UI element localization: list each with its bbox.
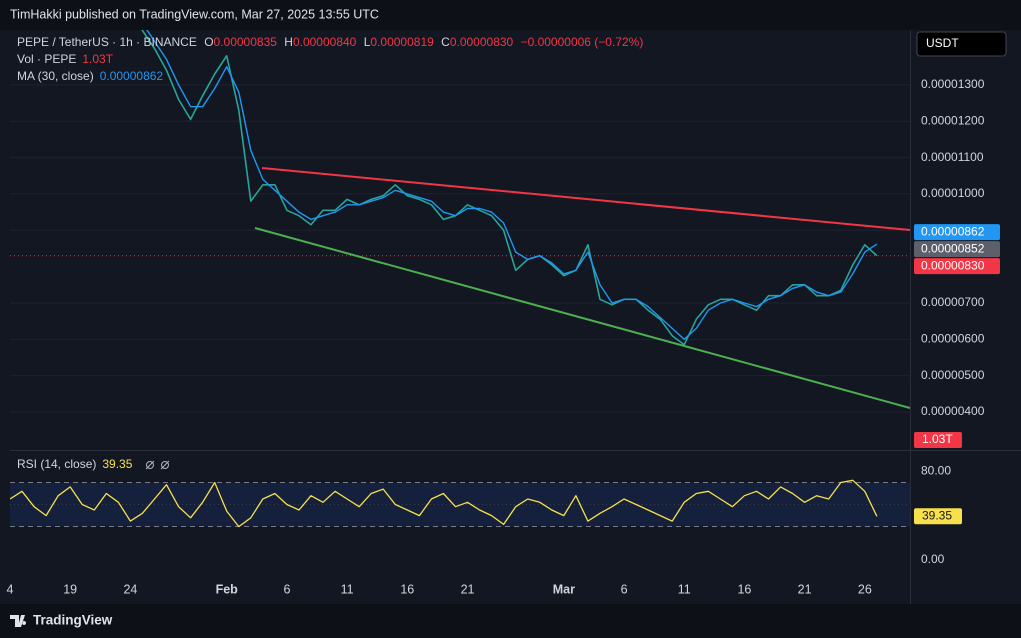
brand: TradingView xyxy=(33,613,113,628)
brand-logo: TradingView xyxy=(10,613,113,628)
y-tick-label: 0.00000600 xyxy=(921,331,985,345)
symbol: PEPE / TetherUS · 1h · BINANCE xyxy=(17,35,197,49)
y-tick-label: 0.00000700 xyxy=(921,295,985,309)
x-tick-label: Mar xyxy=(553,582,575,596)
legend-row: PEPE / TetherUS · 1h · BINANCE O0.000008… xyxy=(17,35,643,49)
price-label: 0.00000862 xyxy=(921,224,985,238)
x-tick-label: 24 xyxy=(123,582,137,596)
x-tick-label: 19 xyxy=(63,582,77,596)
price-label-box xyxy=(914,258,1000,275)
top-bar xyxy=(0,0,1021,30)
series-line xyxy=(141,30,878,346)
currency: USDT xyxy=(926,36,959,50)
rsi-tick-label: 80.00 xyxy=(921,464,951,478)
rsi-value: 39.35 xyxy=(102,457,132,471)
price-label: 0.00000830 xyxy=(921,258,985,272)
x-tick-label: 11 xyxy=(678,582,691,596)
ohlc-key: L xyxy=(364,35,371,49)
x-tick-label: 16 xyxy=(737,582,751,596)
x-tick-label: 6 xyxy=(621,582,628,596)
ma-label: MA (30, close) xyxy=(17,69,94,83)
y-tick-label: 0.00001000 xyxy=(921,186,985,200)
x-tick-label: 6 xyxy=(283,582,290,596)
rsi-pane xyxy=(10,479,910,528)
ohlc-value: 0.00000840 xyxy=(293,35,357,49)
y-tick-label: 0.00000500 xyxy=(921,368,985,382)
x-tick-label: 16 xyxy=(400,582,414,596)
ohlc-key: C xyxy=(441,35,450,49)
resistance-trendline xyxy=(261,167,911,231)
x-tick-label: 4 xyxy=(7,582,14,596)
x-tick-label: Feb xyxy=(216,582,239,596)
y-tick-label: 0.00001100 xyxy=(921,150,984,164)
publisher: TimHakki published on TradingView.com, M… xyxy=(10,7,379,21)
ma-value: 0.00000862 xyxy=(100,69,164,83)
currency-button[interactable] xyxy=(916,31,1007,57)
rsi-lines xyxy=(10,479,878,528)
vol-value: 1.03T xyxy=(82,52,113,66)
ma-legend: MA (30, close) 0.00000862 xyxy=(17,69,163,83)
ohlc-value: 0.00000830 xyxy=(450,35,514,49)
x-tick-label: 26 xyxy=(858,582,872,596)
x-tick-label: 21 xyxy=(798,582,812,596)
rsi-axis-label: 39.35 xyxy=(922,508,952,522)
y-tick-label: 0.00000400 xyxy=(921,404,985,418)
rsi-tick-label: 0.00 xyxy=(921,552,945,566)
bottom-bar xyxy=(0,604,1021,638)
price-label-box xyxy=(914,224,1000,241)
change: −0.00000006 (−0.72%) xyxy=(521,35,644,49)
series-line xyxy=(146,30,878,340)
ohlc-value: 0.00000835 xyxy=(214,35,278,49)
visibility-icons[interactable] xyxy=(145,460,170,470)
axes: 0.00000400 0.00000500 0.00000600 0.00000700… xyxy=(7,77,1000,596)
volume-label-box xyxy=(914,432,962,448)
volume-axis-label: 1.03T xyxy=(922,432,953,446)
ohlc-value: 0.00000819 xyxy=(370,35,434,49)
ohlc-key: O xyxy=(204,35,213,49)
x-tick-label: 11 xyxy=(341,582,354,596)
rsi-value-box xyxy=(914,508,962,525)
x-tick-label: 21 xyxy=(461,582,475,596)
price-label: 0.00000852 xyxy=(921,241,985,255)
rsi-title: RSI (14, close) xyxy=(17,457,96,471)
support-trendline xyxy=(254,227,911,409)
volume-legend: Vol · PEPE 1.03T xyxy=(17,52,114,66)
series-line xyxy=(10,479,878,528)
y-tick-label: 0.00001300 xyxy=(921,77,985,91)
price-pane xyxy=(10,30,910,413)
y-tick-label: 0.00001200 xyxy=(921,113,985,127)
rsi-legend: RSI (14, close) 39.35 xyxy=(17,457,133,471)
price-label-box xyxy=(914,241,1000,258)
ohlc-key: H xyxy=(284,35,293,49)
vol-label: Vol · PEPE xyxy=(17,52,76,66)
